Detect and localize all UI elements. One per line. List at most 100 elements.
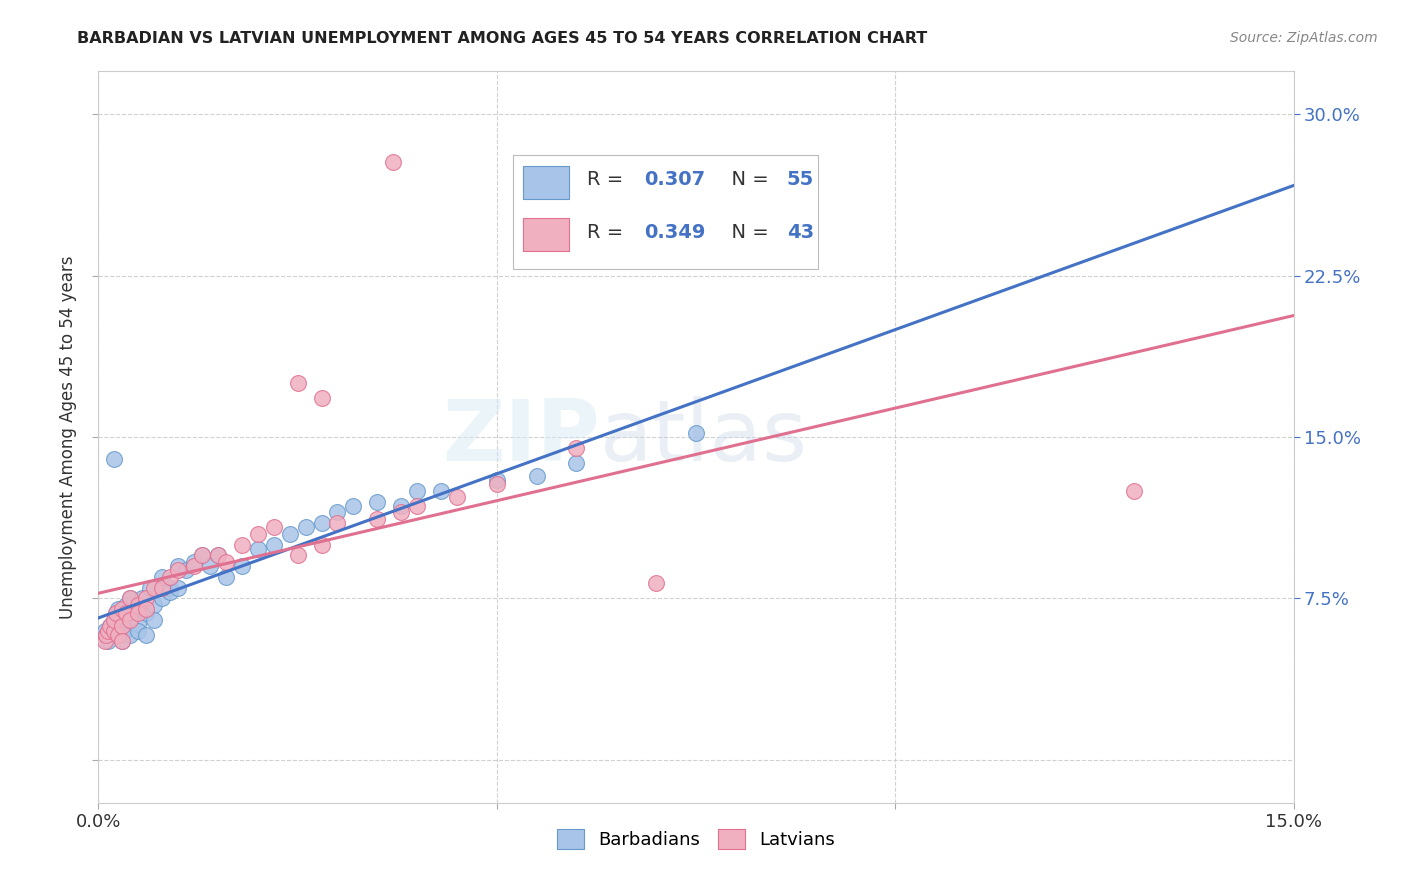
Text: N =: N =	[718, 223, 775, 242]
Point	[112, 624, 135, 638]
Point	[406, 499, 429, 513]
Point	[104, 607, 127, 621]
Text: BARBADIAN VS LATVIAN UNEMPLOYMENT AMONG AGES 45 TO 54 YEARS CORRELATION CHART: BARBADIAN VS LATVIAN UNEMPLOYMENT AMONG …	[77, 31, 928, 46]
Point	[263, 520, 285, 534]
Text: 55: 55	[787, 170, 814, 189]
Point	[97, 634, 120, 648]
Point	[174, 564, 197, 578]
Point	[98, 619, 122, 633]
Point	[430, 483, 453, 498]
FancyBboxPatch shape	[523, 167, 569, 200]
Point	[150, 570, 173, 584]
Point	[406, 483, 429, 498]
Point	[263, 538, 285, 552]
Point	[167, 581, 190, 595]
Point	[150, 581, 173, 595]
Text: 43: 43	[787, 223, 814, 242]
Point	[127, 617, 149, 632]
Point	[121, 607, 143, 621]
Point	[120, 591, 142, 606]
Point	[111, 634, 134, 648]
Point	[139, 581, 162, 595]
Point	[127, 602, 149, 616]
Point	[311, 538, 333, 552]
Text: atlas: atlas	[600, 395, 808, 479]
Point	[215, 555, 238, 569]
Point	[287, 376, 309, 391]
Point	[159, 585, 181, 599]
Point	[326, 516, 349, 530]
Point	[382, 154, 405, 169]
Y-axis label: Unemployment Among Ages 45 to 54 years: Unemployment Among Ages 45 to 54 years	[59, 255, 77, 619]
Point	[215, 570, 238, 584]
Point	[120, 591, 142, 606]
Point	[645, 576, 668, 591]
Point	[143, 581, 166, 595]
Point	[183, 559, 205, 574]
Point	[115, 598, 138, 612]
Point	[103, 624, 125, 638]
Point	[131, 591, 153, 606]
Point	[389, 505, 412, 519]
Point	[526, 468, 548, 483]
Point	[366, 494, 388, 508]
FancyBboxPatch shape	[513, 155, 818, 268]
Point	[127, 598, 149, 612]
Point	[135, 628, 157, 642]
Point	[103, 613, 125, 627]
Text: R =: R =	[588, 170, 630, 189]
Point	[135, 607, 157, 621]
Point	[120, 628, 142, 642]
FancyBboxPatch shape	[523, 218, 569, 251]
Text: 0.307: 0.307	[644, 170, 706, 189]
Point	[127, 624, 149, 638]
Point	[231, 559, 253, 574]
Point	[246, 527, 269, 541]
Point	[294, 520, 316, 534]
Point	[143, 613, 166, 627]
Point	[485, 473, 508, 487]
Point	[231, 538, 253, 552]
Point	[115, 607, 138, 621]
Point	[159, 581, 181, 595]
Point	[191, 549, 214, 563]
Point	[342, 499, 364, 513]
Point	[120, 613, 142, 627]
Point	[94, 634, 117, 648]
Text: R =: R =	[588, 223, 630, 242]
Point	[1123, 483, 1146, 498]
Point	[565, 441, 588, 455]
Point	[103, 624, 125, 638]
Point	[311, 392, 333, 406]
Point	[159, 570, 181, 584]
Point	[98, 619, 122, 633]
Point	[111, 634, 134, 648]
Point	[198, 559, 221, 574]
Point	[111, 628, 134, 642]
Point	[120, 613, 142, 627]
Point	[207, 549, 229, 563]
Text: ZIP: ZIP	[443, 395, 600, 479]
Point	[366, 512, 388, 526]
Text: N =: N =	[718, 170, 775, 189]
Point	[446, 491, 468, 505]
Point	[183, 555, 205, 569]
Point	[191, 549, 214, 563]
Point	[311, 516, 333, 530]
Point	[103, 451, 125, 466]
Legend: Barbadians, Latvians: Barbadians, Latvians	[550, 822, 842, 856]
Point	[278, 527, 301, 541]
Text: Source: ZipAtlas.com: Source: ZipAtlas.com	[1230, 31, 1378, 45]
Point	[207, 549, 229, 563]
Point	[127, 607, 149, 621]
Point	[326, 505, 349, 519]
Point	[111, 617, 134, 632]
Point	[135, 591, 157, 606]
Point	[107, 602, 129, 616]
Point	[389, 499, 412, 513]
Point	[111, 602, 134, 616]
Point	[107, 628, 129, 642]
Point	[104, 607, 127, 621]
Text: 0.349: 0.349	[644, 223, 706, 242]
Point	[150, 591, 173, 606]
